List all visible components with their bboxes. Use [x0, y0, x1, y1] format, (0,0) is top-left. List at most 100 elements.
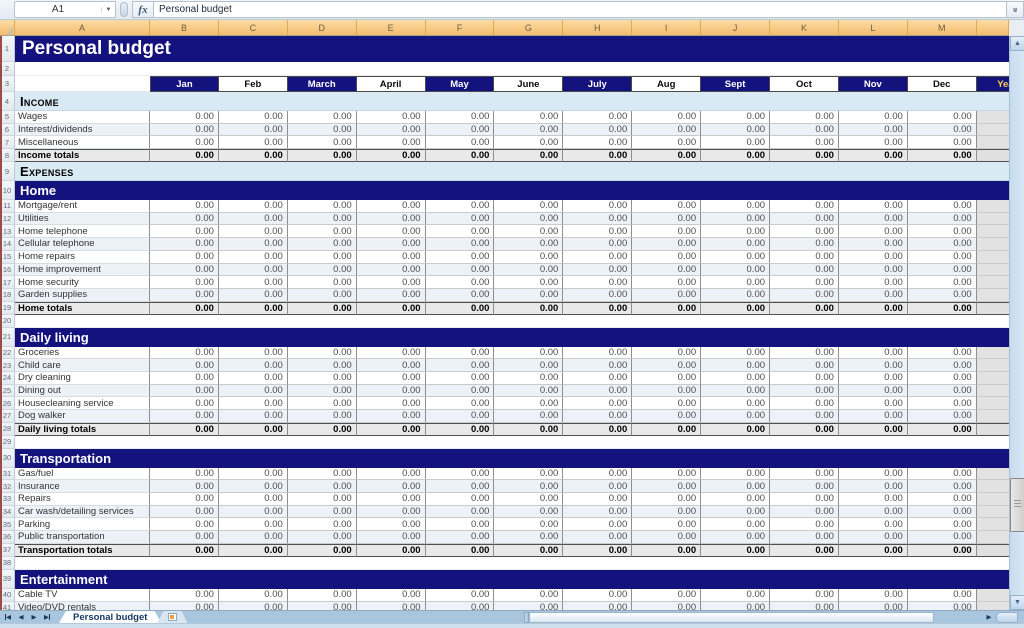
cell-G17[interactable]: 0.00	[494, 276, 564, 289]
cell-N23[interactable]	[976, 359, 1009, 372]
cell-J23[interactable]: 0.00	[701, 359, 771, 372]
cell-N31[interactable]	[976, 467, 1009, 481]
cell-K24[interactable]: 0.00	[770, 371, 839, 385]
cell-K13[interactable]: 0.00	[770, 225, 839, 239]
cell-N41[interactable]	[976, 601, 1009, 610]
cell-K14[interactable]: 0.00	[770, 238, 839, 251]
column-header-C[interactable]: C	[218, 20, 288, 35]
cell-A33[interactable]: Repairs	[15, 493, 150, 506]
cell-I23[interactable]: 0.00	[632, 359, 702, 372]
cell-J37[interactable]: 0.00	[701, 543, 771, 557]
cell-A27[interactable]: Dog walker	[15, 410, 150, 423]
cell-C36[interactable]: 0.00	[218, 531, 288, 544]
cell-N11[interactable]	[976, 200, 1009, 213]
vertical-scrollbar[interactable]: ▲ ▼	[1009, 36, 1024, 610]
cell-L11[interactable]: 0.00	[838, 200, 908, 213]
cell-D31[interactable]: 0.00	[287, 467, 357, 481]
cell-A31[interactable]: Gas/fuel	[15, 467, 150, 481]
row-header-39[interactable]: 39	[0, 569, 15, 589]
cell-E25[interactable]: 0.00	[356, 384, 426, 398]
row-header-38[interactable]: 38	[0, 556, 15, 570]
cell-A32[interactable]: Insurance	[15, 480, 150, 494]
cell-I31[interactable]: 0.00	[632, 467, 702, 481]
empty-row-20[interactable]	[15, 314, 1009, 328]
row-header-36[interactable]: 36	[0, 531, 15, 544]
row-header-29[interactable]: 29	[0, 435, 15, 449]
row-header-12[interactable]: 12	[0, 212, 15, 226]
cell-M26[interactable]: 0.00	[907, 397, 977, 410]
month-header-March[interactable]: March	[287, 76, 357, 92]
column-header-B[interactable]: B	[150, 20, 219, 35]
cell-N17[interactable]	[976, 276, 1009, 289]
month-header-Aug[interactable]: Aug	[632, 76, 702, 92]
cell-M6[interactable]: 0.00	[907, 123, 977, 137]
section-header-30[interactable]: Transportation	[15, 448, 1009, 468]
cell-B33[interactable]: 0.00	[150, 493, 219, 506]
cell-B24[interactable]: 0.00	[150, 371, 219, 385]
cell-A13[interactable]: Home telephone	[15, 225, 150, 239]
row-header-10[interactable]: 10	[0, 181, 15, 201]
cell-E19[interactable]: 0.00	[356, 301, 426, 315]
row-header-6[interactable]: 6	[0, 123, 15, 137]
cell-F32[interactable]: 0.00	[425, 480, 495, 494]
cell-I17[interactable]: 0.00	[632, 276, 702, 289]
row-header-1[interactable]: 1	[0, 36, 15, 62]
cell-D19[interactable]: 0.00	[287, 301, 357, 315]
cell-A7[interactable]: Miscellaneous	[15, 136, 150, 150]
cell-K35[interactable]: 0.00	[770, 518, 839, 532]
row-header-19[interactable]: 19	[0, 301, 15, 315]
cell-N7[interactable]	[976, 136, 1009, 150]
cell-C19[interactable]: 0.00	[218, 301, 288, 315]
cell-C15[interactable]: 0.00	[218, 250, 288, 264]
cell-F5[interactable]: 0.00	[425, 111, 495, 124]
cell-A5[interactable]: Wages	[15, 111, 150, 124]
cell-C33[interactable]: 0.00	[218, 493, 288, 506]
row-header-35[interactable]: 35	[0, 518, 15, 532]
cell-M31[interactable]: 0.00	[907, 467, 977, 481]
cell-K22[interactable]: 0.00	[770, 346, 839, 360]
row-header-9[interactable]: 9	[0, 162, 15, 182]
cell-I36[interactable]: 0.00	[632, 531, 702, 544]
row-header-41[interactable]: 41	[0, 601, 15, 610]
cell-J11[interactable]: 0.00	[701, 200, 771, 213]
cell-D35[interactable]: 0.00	[287, 518, 357, 532]
cell-J28[interactable]: 0.00	[701, 422, 771, 436]
cell-H25[interactable]: 0.00	[563, 384, 633, 398]
cell-M15[interactable]: 0.00	[907, 250, 977, 264]
cell-J22[interactable]: 0.00	[701, 346, 771, 360]
cell-B7[interactable]: 0.00	[150, 136, 219, 150]
cell-H33[interactable]: 0.00	[563, 493, 633, 506]
cell-M35[interactable]: 0.00	[907, 518, 977, 532]
cell-C6[interactable]: 0.00	[218, 123, 288, 137]
tab-split-handle[interactable]	[524, 611, 529, 623]
cell-D12[interactable]: 0.00	[287, 212, 357, 226]
cell-M40[interactable]: 0.00	[907, 588, 977, 602]
row-header-31[interactable]: 31	[0, 467, 15, 481]
cell-A24[interactable]: Dry cleaning	[15, 371, 150, 385]
cell-N5[interactable]	[976, 111, 1009, 124]
cell-C13[interactable]: 0.00	[218, 225, 288, 239]
cell-C41[interactable]: 0.00	[218, 601, 288, 610]
row-header-11[interactable]: 11	[0, 200, 15, 213]
cell-J12[interactable]: 0.00	[701, 212, 771, 226]
cell-K34[interactable]: 0.00	[770, 505, 839, 519]
cell-H14[interactable]: 0.00	[563, 238, 633, 251]
cell-F40[interactable]: 0.00	[425, 588, 495, 602]
cell-G23[interactable]: 0.00	[494, 359, 564, 372]
row-header-21[interactable]: 21	[0, 327, 15, 347]
cell-I32[interactable]: 0.00	[632, 480, 702, 494]
cell-J34[interactable]: 0.00	[701, 505, 771, 519]
cell-E13[interactable]: 0.00	[356, 225, 426, 239]
cell-K25[interactable]: 0.00	[770, 384, 839, 398]
cell-C11[interactable]: 0.00	[218, 200, 288, 213]
cell-H11[interactable]: 0.00	[563, 200, 633, 213]
cell-I24[interactable]: 0.00	[632, 371, 702, 385]
cell-K27[interactable]: 0.00	[770, 410, 839, 423]
cell-G19[interactable]: 0.00	[494, 301, 564, 315]
cell-A22[interactable]: Groceries	[15, 346, 150, 360]
cell-J5[interactable]: 0.00	[701, 111, 771, 124]
cell-E33[interactable]: 0.00	[356, 493, 426, 506]
cell-E36[interactable]: 0.00	[356, 531, 426, 544]
cell-N13[interactable]	[976, 225, 1009, 239]
month-header-Nov[interactable]: Nov	[838, 76, 908, 92]
